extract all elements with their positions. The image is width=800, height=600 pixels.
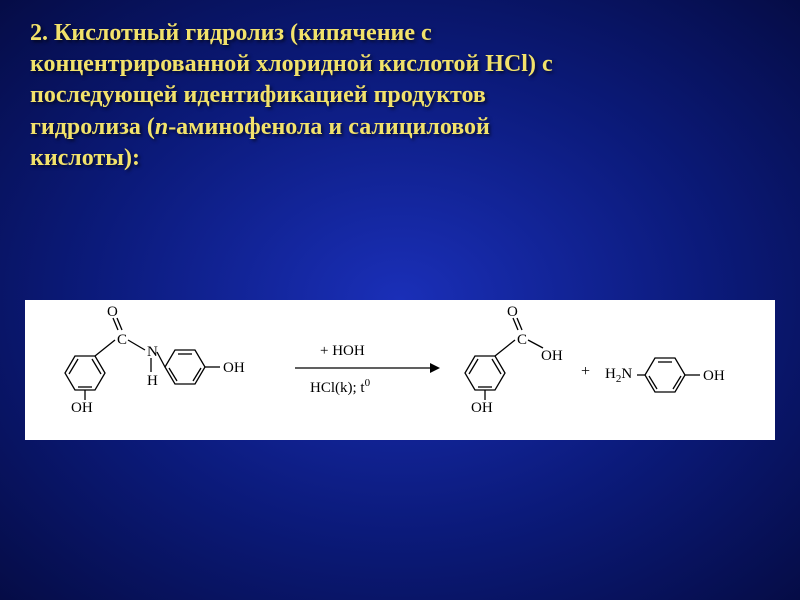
slide-number: 2. — [30, 20, 48, 46]
mol1-ring1 — [65, 356, 105, 390]
mol1-oh: OH — [71, 400, 93, 416]
mol1-cn — [128, 340, 145, 350]
title-line4a: гидролиза ( — [30, 114, 155, 140]
mol1-oh2: OH — [223, 360, 245, 376]
mol1-bond-c — [95, 340, 115, 356]
title-block: 2. Кислотный гидролиз (кипячение с конце… — [30, 18, 770, 174]
title-line4c: -аминофенола и салициловой — [168, 114, 490, 140]
reaction-svg: OH C O N H — [25, 300, 775, 440]
mol2-ring — [465, 356, 505, 390]
reagent-top: + HOH — [320, 343, 365, 359]
title-line4b: n — [155, 114, 168, 140]
chemistry-panel: OH C O N H — [25, 300, 775, 440]
mol1-c: C — [117, 332, 127, 348]
mol2-oh: OH — [471, 400, 493, 416]
mol1-nh: H — [147, 373, 158, 389]
mol3-oh: OH — [703, 368, 725, 384]
title-line2: концентрированной хлоридной кислотой HCl… — [30, 51, 553, 77]
reaction-arrow-head — [430, 363, 440, 373]
mol1-ring2 — [165, 350, 205, 384]
reagent-bottom: HCl(k); t0 — [310, 377, 371, 396]
title-line1: Кислотный гидролиз (кипячение с — [54, 20, 432, 46]
mol2-oh-top: OH — [541, 348, 563, 364]
title-line3: последующей идентификацией продуктов — [30, 82, 486, 108]
chemistry-inner: OH C O N H — [25, 300, 775, 440]
mol1-o: O — [107, 304, 118, 320]
mol3-nh2: H2N — [605, 366, 632, 385]
title-line5: кислоты): — [30, 145, 140, 171]
mol2-o: O — [507, 304, 518, 320]
mol2-oh-top-bond — [528, 340, 543, 348]
mol1-n-ring2 — [157, 352, 165, 367]
mol2-bond-c — [495, 340, 515, 356]
slide: 2. Кислотный гидролиз (кипячение с конце… — [0, 0, 800, 600]
mol3-ring — [645, 358, 685, 392]
mol2-c: C — [517, 332, 527, 348]
plus-sign: + — [581, 363, 590, 380]
mol1-n: N — [147, 344, 158, 360]
